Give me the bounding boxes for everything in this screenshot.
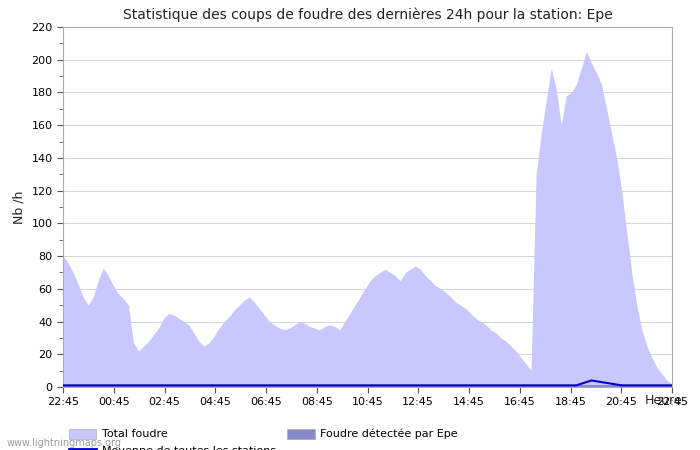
Text: www.lightningmaps.org: www.lightningmaps.org [7,438,122,448]
Text: Heure: Heure [645,394,682,407]
Y-axis label: Nb /h: Nb /h [13,190,26,224]
Legend: Total foudre, Moyenne de toutes les stations, Foudre détectée par Epe: Total foudre, Moyenne de toutes les stat… [69,428,458,450]
Title: Statistique des coups de foudre des dernières 24h pour la station: Epe: Statistique des coups de foudre des dern… [122,7,612,22]
